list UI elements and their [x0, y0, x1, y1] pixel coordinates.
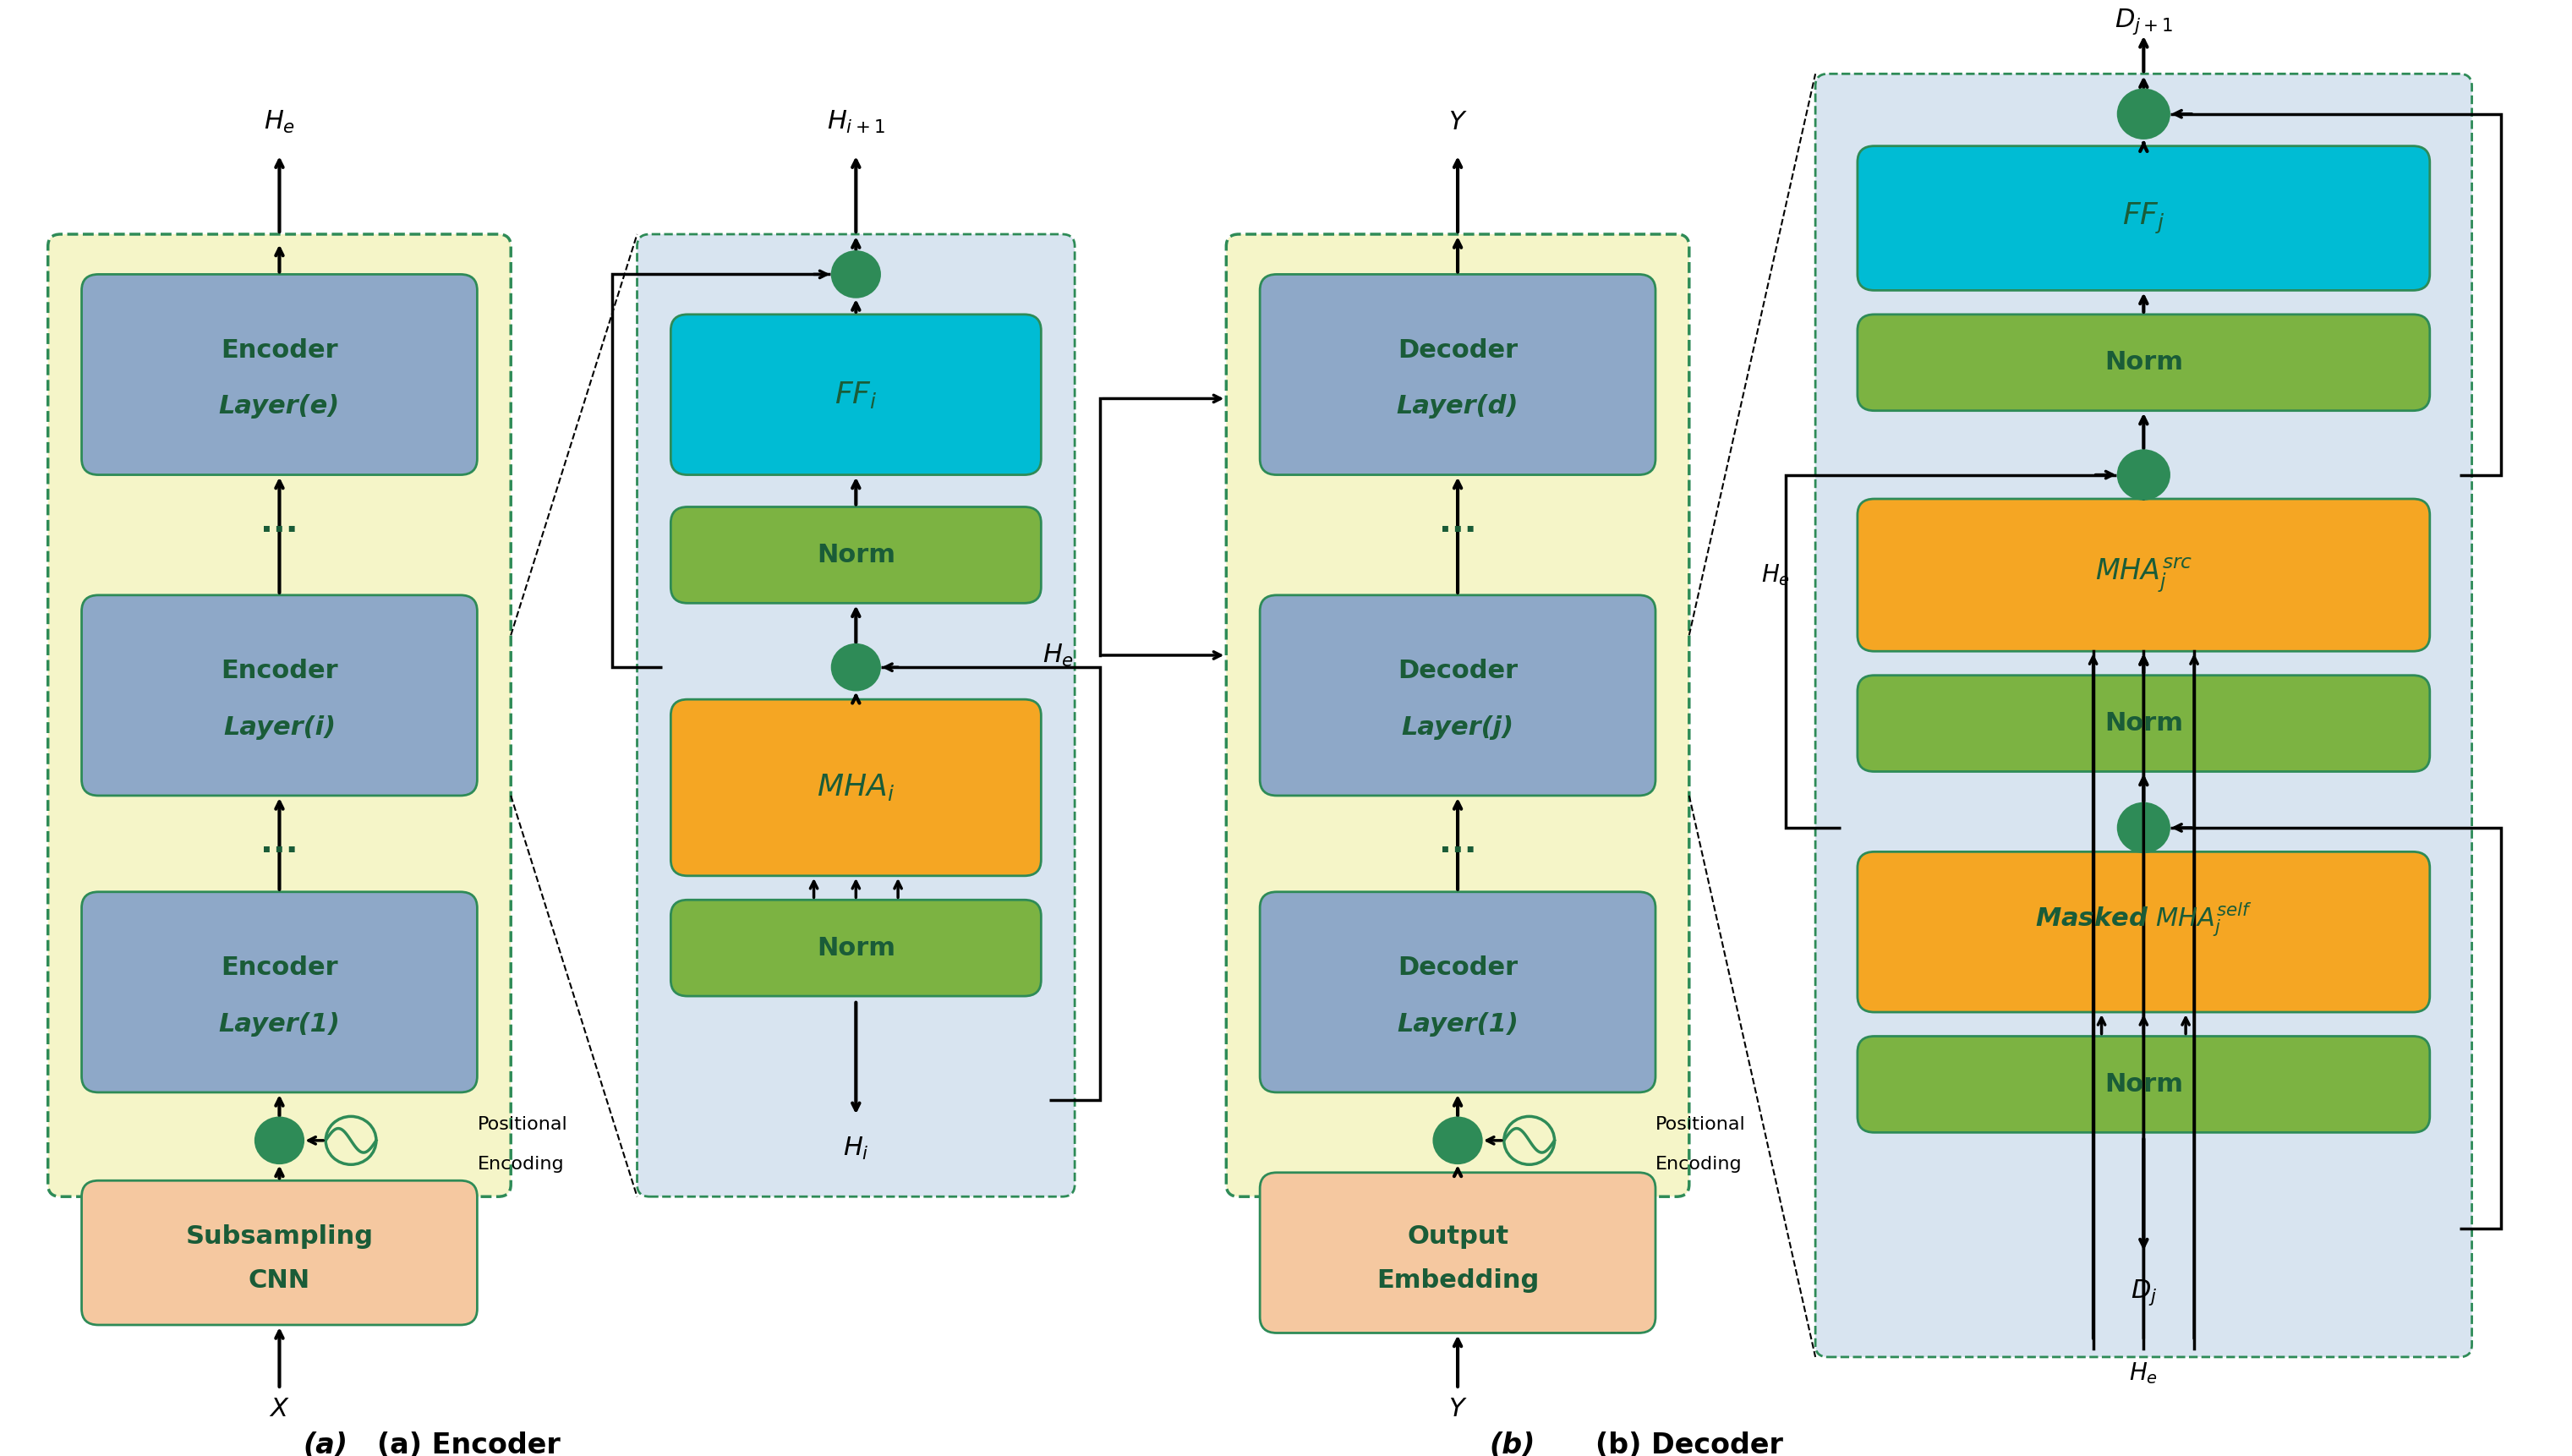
Text: Decoder: Decoder — [1397, 338, 1517, 363]
Text: $D_j$: $D_j$ — [2130, 1278, 2158, 1307]
Circle shape — [2119, 804, 2168, 852]
Text: $D_{j+1}$: $D_{j+1}$ — [2114, 7, 2173, 36]
Text: Embedding: Embedding — [1376, 1268, 1538, 1293]
FancyBboxPatch shape — [82, 893, 478, 1092]
FancyBboxPatch shape — [82, 1181, 478, 1325]
Text: $Y$: $Y$ — [1448, 1396, 1466, 1421]
Text: Layer(1): Layer(1) — [219, 1012, 340, 1037]
FancyBboxPatch shape — [1260, 596, 1656, 795]
Text: Masked $MHA_j^{self}$: Masked $MHA_j^{self}$ — [2034, 901, 2253, 939]
FancyBboxPatch shape — [671, 507, 1042, 603]
Text: CNN: CNN — [249, 1268, 311, 1293]
FancyBboxPatch shape — [671, 314, 1042, 475]
Text: $H_e$: $H_e$ — [265, 109, 296, 135]
Text: Output: Output — [1407, 1224, 1507, 1249]
FancyBboxPatch shape — [1857, 1037, 2431, 1133]
FancyBboxPatch shape — [1260, 274, 1656, 475]
Text: (b): (b) — [1489, 1431, 1535, 1456]
Text: Norm: Norm — [2104, 711, 2184, 735]
Circle shape — [833, 252, 880, 297]
FancyBboxPatch shape — [49, 234, 512, 1197]
Text: Layer(e): Layer(e) — [219, 395, 340, 419]
Text: Subsampling: Subsampling — [185, 1224, 373, 1249]
FancyBboxPatch shape — [1816, 74, 2472, 1357]
Text: ···: ··· — [260, 836, 298, 868]
FancyBboxPatch shape — [1857, 676, 2431, 772]
Text: ···: ··· — [1438, 515, 1476, 547]
Text: Norm: Norm — [2104, 1072, 2184, 1096]
Text: Norm: Norm — [2104, 351, 2184, 374]
FancyBboxPatch shape — [1260, 1172, 1656, 1332]
Text: Positional: Positional — [1656, 1115, 1746, 1133]
Text: Encoding: Encoding — [478, 1156, 563, 1174]
Circle shape — [255, 1118, 303, 1163]
Text: Norm: Norm — [815, 543, 895, 568]
FancyBboxPatch shape — [1857, 852, 2431, 1012]
Text: $FF_i$: $FF_i$ — [833, 380, 877, 409]
Text: (a) Encoder: (a) Encoder — [378, 1431, 561, 1456]
FancyBboxPatch shape — [82, 274, 478, 475]
Circle shape — [2119, 90, 2168, 138]
FancyBboxPatch shape — [1857, 314, 2431, 411]
Text: Encoder: Encoder — [221, 660, 337, 683]
Text: $H_{i+1}$: $H_{i+1}$ — [826, 109, 885, 135]
Text: Layer(j): Layer(j) — [1402, 715, 1515, 740]
FancyBboxPatch shape — [1857, 146, 2431, 290]
Text: $H_e$: $H_e$ — [1762, 562, 1790, 588]
Text: Layer(d): Layer(d) — [1397, 395, 1520, 419]
FancyBboxPatch shape — [1227, 234, 1690, 1197]
Text: Layer(i): Layer(i) — [224, 715, 337, 740]
Text: $H_i$: $H_i$ — [844, 1136, 869, 1162]
Text: ···: ··· — [1438, 836, 1476, 868]
Text: Decoder: Decoder — [1397, 955, 1517, 980]
Text: ···: ··· — [260, 515, 298, 547]
Text: $H_e$: $H_e$ — [2130, 1360, 2158, 1386]
Text: Encoder: Encoder — [221, 955, 337, 980]
Text: $X$: $X$ — [270, 1396, 291, 1421]
Text: Layer(1): Layer(1) — [1397, 1012, 1517, 1037]
FancyBboxPatch shape — [671, 699, 1042, 877]
Text: (b) Decoder: (b) Decoder — [1595, 1431, 1782, 1456]
Circle shape — [2119, 451, 2168, 499]
FancyBboxPatch shape — [671, 900, 1042, 996]
Text: $MHA_j^{src}$: $MHA_j^{src}$ — [2094, 556, 2191, 594]
Text: Encoder: Encoder — [221, 338, 337, 363]
FancyBboxPatch shape — [638, 234, 1075, 1197]
Text: (a): (a) — [303, 1431, 347, 1456]
Text: Encoding: Encoding — [1656, 1156, 1741, 1174]
Circle shape — [833, 645, 880, 690]
Text: Positional: Positional — [478, 1115, 568, 1133]
Circle shape — [1435, 1118, 1481, 1163]
Text: $H_e$: $H_e$ — [1042, 642, 1073, 668]
FancyBboxPatch shape — [82, 596, 478, 795]
FancyBboxPatch shape — [1260, 893, 1656, 1092]
Text: $MHA_i$: $MHA_i$ — [818, 772, 895, 802]
FancyBboxPatch shape — [1857, 499, 2431, 651]
Text: $FF_j$: $FF_j$ — [2122, 201, 2166, 236]
Text: Decoder: Decoder — [1397, 660, 1517, 683]
Text: $Y$: $Y$ — [1448, 109, 1466, 134]
Text: Norm: Norm — [815, 936, 895, 961]
